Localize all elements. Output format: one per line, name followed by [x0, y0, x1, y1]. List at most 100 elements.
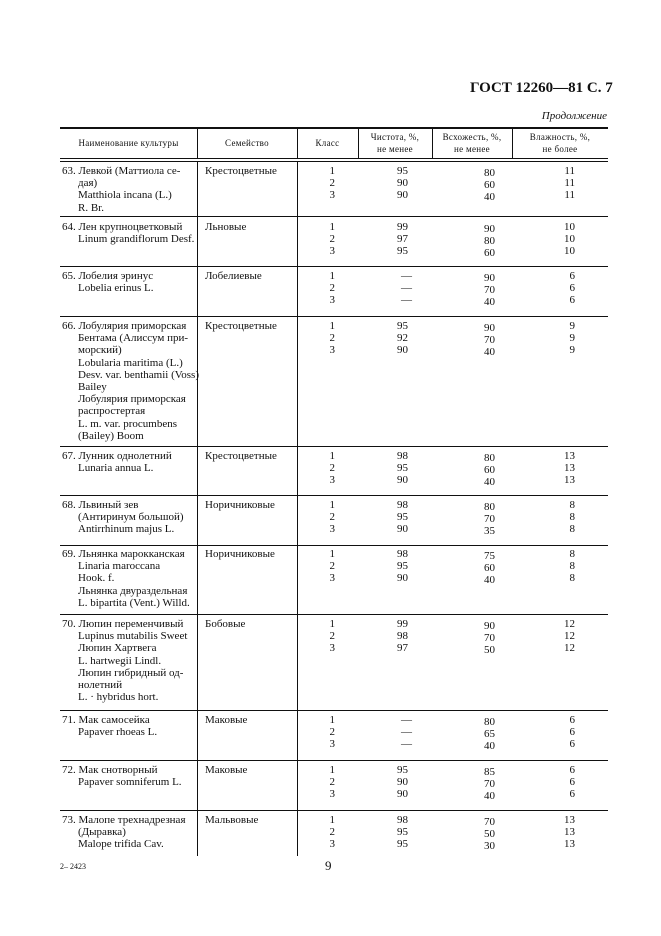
- culture-name-line: 70. Люпин переменчивый: [62, 618, 184, 630]
- class-value: 3: [329, 245, 336, 258]
- column-header-germination: Всхожесть, %, не менее: [442, 132, 502, 154]
- germination-value: 90: [484, 620, 495, 632]
- moisture-value: 12: [564, 642, 575, 655]
- family: Норичниковые: [205, 548, 275, 560]
- column-header-family: Семейство: [225, 138, 269, 148]
- moisture-value: 13: [564, 826, 575, 839]
- culture-name-line: Бентама (Алиссум при-: [78, 332, 189, 345]
- culture-name-line: 67. Лунник однолетний: [62, 450, 172, 462]
- moisture-value: 13: [564, 838, 575, 851]
- class-value: 1: [329, 320, 336, 332]
- class-value: 2: [329, 630, 336, 643]
- row-divider: [60, 545, 608, 546]
- germination-value: 70: [484, 778, 495, 791]
- purity-value: —: [401, 738, 412, 751]
- family: Маковые: [205, 764, 248, 776]
- moisture-value: 11: [564, 189, 575, 202]
- germination-value: 40: [484, 476, 495, 489]
- culture-name-line: 63. Левкой (Маттиола се-: [62, 165, 181, 177]
- moisture-value: 6: [569, 282, 576, 295]
- culture-name: 73. Малопе трехнадрезная (Дыравка) Malope …: [62, 814, 197, 851]
- culture-name-line: распростертая: [78, 405, 146, 418]
- purity-value: 95: [397, 560, 408, 573]
- germination-value: 90: [484, 223, 495, 235]
- class-value: 1: [329, 499, 336, 511]
- row-divider: [60, 495, 608, 496]
- class-value: 3: [329, 294, 336, 307]
- class-value: 2: [329, 233, 336, 246]
- germination-value: 60: [484, 247, 495, 260]
- purity-value: 90: [397, 177, 408, 190]
- purity-value: 95: [397, 320, 408, 332]
- culture-name: 64. Лен крупноцветковый Linum grandifloru…: [62, 221, 197, 245]
- culture-name-line: Lobelia erinus L.: [78, 282, 154, 295]
- family: Лобелиевые: [205, 270, 262, 282]
- germination-value: 65: [484, 728, 495, 741]
- purity-value: 90: [397, 189, 408, 202]
- moisture-value: 8: [569, 548, 576, 560]
- culture-name-line: 64. Лен крупноцветковый: [62, 221, 183, 233]
- moisture-value: 6: [569, 788, 576, 801]
- purity-value: 90: [397, 788, 408, 801]
- germination-value: 80: [484, 452, 495, 464]
- culture-name-line: R. Br.: [78, 201, 104, 214]
- class-value: 1: [329, 450, 336, 462]
- column-divider: [297, 162, 298, 856]
- germination-value: 85: [484, 766, 495, 778]
- culture-name-line: Лобулярия приморская: [78, 393, 186, 406]
- class-value: 2: [329, 560, 336, 573]
- row-divider: [60, 446, 608, 447]
- moisture-value: 8: [569, 511, 576, 524]
- purity-value: 95: [397, 165, 408, 177]
- purity-value: 95: [397, 511, 408, 524]
- family: Маковые: [205, 714, 248, 726]
- row-divider: [60, 710, 608, 711]
- culture-name-line: (Дыравка): [78, 826, 126, 839]
- table-top-border: [60, 127, 608, 129]
- culture-name-line: L. bipartita (Vent.) Willd.: [78, 596, 190, 609]
- moisture-value: 9: [569, 320, 576, 332]
- germination-value: 30: [484, 840, 495, 853]
- germination-value: 80: [484, 716, 495, 728]
- family: Бобовые: [205, 618, 246, 630]
- header-bottom-border: [60, 158, 608, 159]
- class-value: 1: [329, 270, 336, 282]
- continuation-label: Продолжение: [541, 110, 607, 122]
- moisture-value: 13: [564, 814, 575, 826]
- purity-value: 90: [397, 344, 408, 357]
- column-header-purity: Чистота, %, не менее: [370, 132, 420, 154]
- class-value: 3: [329, 572, 336, 585]
- print-code: 2– 2423: [60, 862, 86, 871]
- culture-name-line: L. m. var. procumbens: [78, 417, 177, 430]
- moisture-value: 6: [569, 294, 576, 307]
- culture-name-line: (Антиринум большой): [78, 511, 184, 524]
- page-number: 9: [325, 858, 332, 873]
- row-divider: [60, 760, 608, 761]
- purity-value: 95: [397, 826, 408, 839]
- purity-value: 95: [397, 838, 408, 851]
- header-divider: [197, 128, 198, 158]
- column-header-name: Наименование культуры: [78, 138, 179, 148]
- class-value: 2: [329, 177, 336, 190]
- culture-name-line: Antirrhinum majus L.: [78, 523, 175, 536]
- moisture-value: 12: [564, 630, 575, 643]
- class-value: 3: [329, 838, 336, 851]
- culture-name-line: Linaria maroccana: [78, 560, 161, 573]
- culture-name-line: Льнянка двураздельная: [78, 584, 188, 597]
- purity-value: 95: [397, 245, 408, 258]
- family: Крестоцветные: [205, 320, 277, 332]
- row-divider: [60, 216, 608, 217]
- class-value: 3: [329, 738, 336, 751]
- germination-value: 60: [484, 179, 495, 192]
- family: Норичниковые: [205, 499, 275, 511]
- culture-name: 68. Львиный зев (Антиринум большой) Antirr…: [62, 499, 197, 536]
- moisture-value: 8: [569, 499, 576, 511]
- purity-value: —: [401, 282, 412, 295]
- purity-value: 90: [397, 572, 408, 585]
- culture-name-line: Lobularia maritima (L.): [78, 356, 183, 369]
- germination-value: 80: [484, 235, 495, 248]
- purity-value: 98: [397, 814, 408, 826]
- culture-name: 63. Левкой (Маттиола се-дая) Matthiola in…: [62, 165, 197, 214]
- class-value: 2: [329, 726, 336, 739]
